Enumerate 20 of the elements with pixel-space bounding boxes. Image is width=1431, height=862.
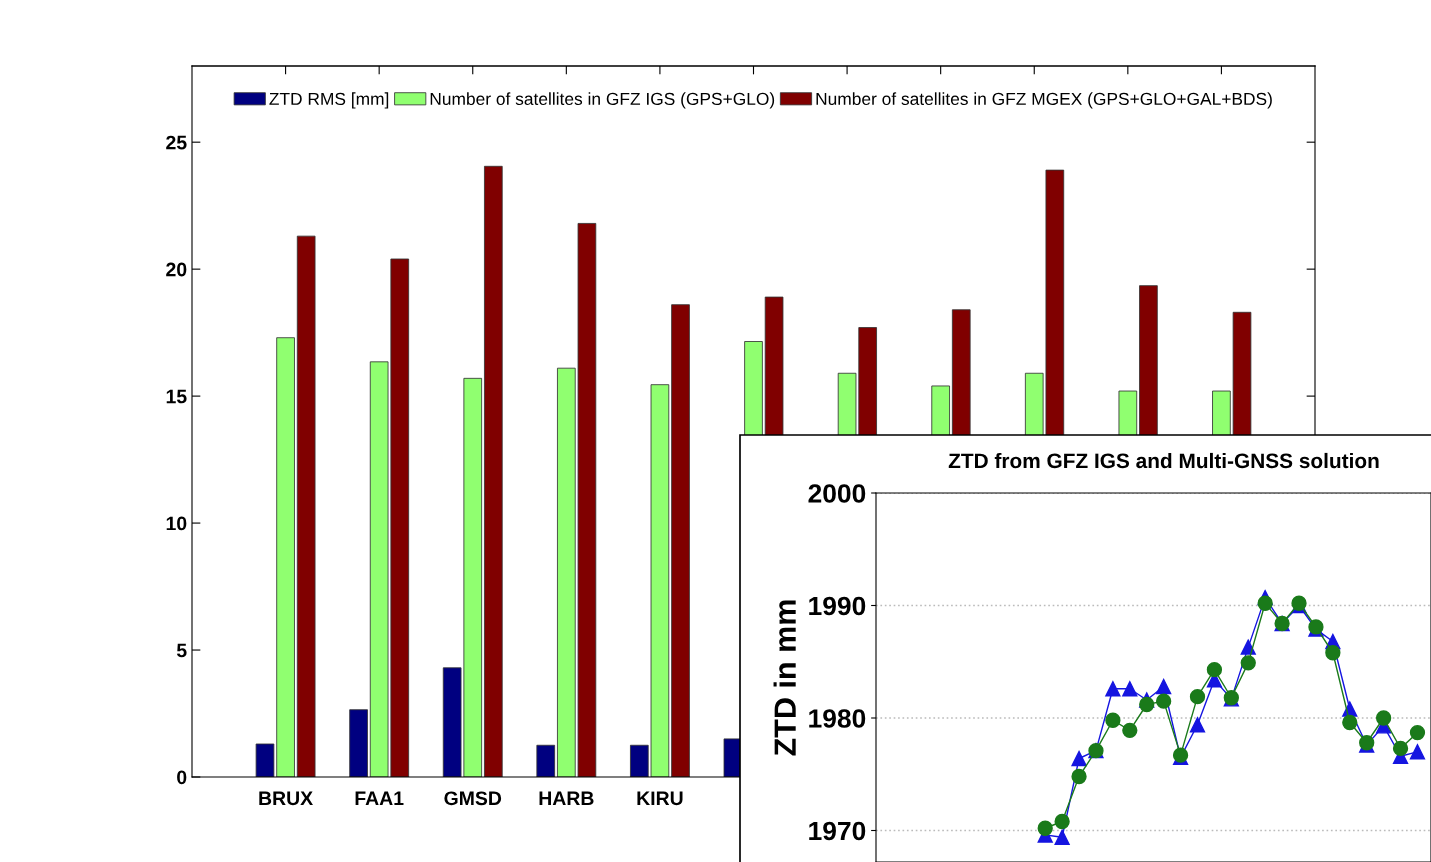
x-tick-label: BRUX	[259, 791, 313, 806]
y-tick-label: 10	[166, 516, 187, 531]
y-tick-label: 1970	[809, 821, 866, 841]
x-tick-label: FAA1	[355, 791, 404, 805]
y-tick-label: 5	[176, 643, 187, 658]
y-tick-label: 25	[166, 135, 187, 150]
y-tick-label: 15	[166, 389, 187, 404]
y-tick-label: 1990	[809, 596, 866, 616]
y-tick-label: 20	[166, 262, 187, 277]
x-tick-label: KIRU	[637, 791, 683, 806]
x-tick-label: GMSD	[444, 791, 502, 806]
x-tick-label: HARB	[539, 791, 594, 805]
y-axis-title: ZTD in mm	[773, 600, 796, 756]
y-tick-label: 2000	[808, 484, 866, 503]
legend-label: Number of satellites in GFZ IGS (GPS+GLO)	[430, 92, 775, 109]
chart-title: ZTD from GFZ IGS and Multi-GNSS solution	[948, 452, 1379, 469]
y-tick-label: 0	[177, 770, 187, 785]
legend-label: ZTD RMS [mm]	[269, 92, 389, 109]
legend-label: Number of satellites in GFZ MGEX (GPS+GLO+GAL+BDS)	[816, 92, 1272, 109]
y-tick-label: 1980	[809, 709, 866, 728]
